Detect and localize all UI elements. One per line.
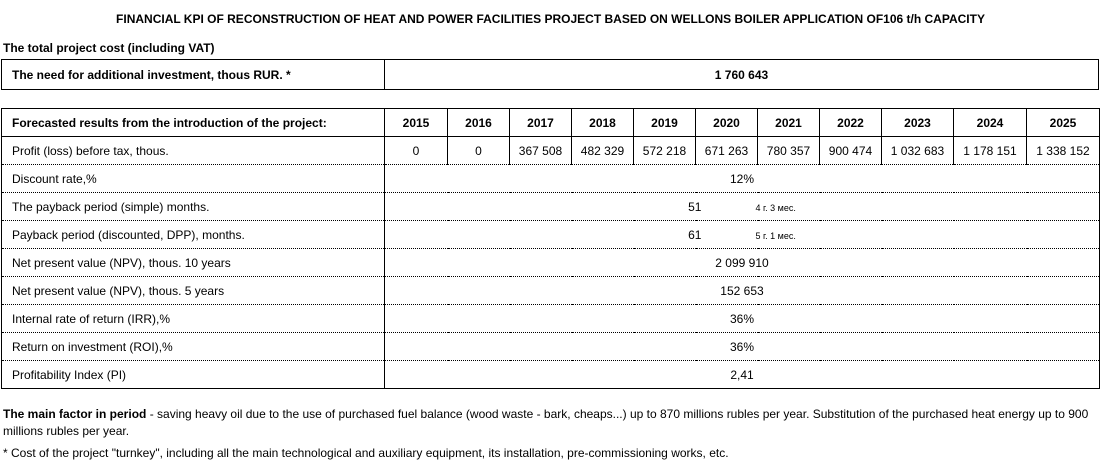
metric-label: Internal rate of return (IRR),% xyxy=(1,304,385,333)
profit-cell: 780 357 xyxy=(757,136,820,165)
profit-row: Profit (loss) before tax, thous. 0 0 367… xyxy=(1,136,1100,165)
investment-value: 1 760 643 xyxy=(384,59,1099,90)
metric-label: Net present value (NPV), thous. 10 years xyxy=(1,248,385,277)
section-subtitle: The total project cost (including VAT) xyxy=(3,41,215,55)
year-header: 2021 xyxy=(757,108,820,137)
metric-value: 36% xyxy=(384,332,1100,361)
investment-label: The need for additional investment, thou… xyxy=(1,59,385,90)
footnote: * Cost of the project "turnkey", includi… xyxy=(3,446,729,460)
kpi-table: Forecasted results from the introduction… xyxy=(1,108,1100,389)
profit-cell: 900 474 xyxy=(819,136,882,165)
metric-value: 2,41 xyxy=(384,360,1100,389)
metric-value: 51 xyxy=(688,199,702,214)
metric-label: The payback period (simple) months. xyxy=(1,192,385,221)
year-header: 2018 xyxy=(571,108,634,137)
profit-cell: 1 178 151 xyxy=(953,136,1027,165)
metric-label: Profitability Index (PI) xyxy=(1,360,385,389)
metric-value: 61 xyxy=(688,227,702,242)
investment-table: The need for additional investment, thou… xyxy=(1,59,1099,90)
metric-value: 2 099 910 xyxy=(384,248,1100,277)
year-header: 2015 xyxy=(384,108,448,137)
profit-label: Profit (loss) before tax, thous. xyxy=(1,136,385,165)
metric-label: Net present value (NPV), thous. 5 years xyxy=(1,276,385,305)
profit-cell: 0 xyxy=(384,136,448,165)
year-header: 2019 xyxy=(633,108,696,137)
profit-cell: 1 032 683 xyxy=(881,136,954,165)
year-header: 2024 xyxy=(953,108,1027,137)
metric-note: 4 г. 3 мес. xyxy=(755,202,796,213)
metric-value: 12% xyxy=(384,164,1100,193)
metric-value: 36% xyxy=(384,304,1100,333)
profit-cell: 482 329 xyxy=(571,136,634,165)
metric-value-cell: 61 5 г. 1 мес. xyxy=(384,220,1100,249)
investment-row: The need for additional investment, thou… xyxy=(1,59,1099,90)
metric-row-payback-simple: The payback period (simple) months. 51 4 … xyxy=(1,192,1100,221)
forecast-header: Forecasted results from the introduction… xyxy=(1,108,385,137)
metric-label: Return on investment (ROI),% xyxy=(1,332,385,361)
year-header: 2025 xyxy=(1026,108,1100,137)
metric-label: Discount rate,% xyxy=(1,164,385,193)
profit-cell: 671 263 xyxy=(695,136,758,165)
metric-row-npv-10: Net present value (NPV), thous. 10 years… xyxy=(1,248,1100,277)
metric-row-pi: Profitability Index (PI) 2,41 xyxy=(1,360,1100,389)
year-header: 2022 xyxy=(819,108,882,137)
year-header: 2017 xyxy=(509,108,572,137)
year-header: 2016 xyxy=(447,108,510,137)
metric-label: Payback period (discounted, DPP), months… xyxy=(1,220,385,249)
main-factor-text: - saving heavy oil due to the use of pur… xyxy=(3,407,1089,438)
profit-cell: 367 508 xyxy=(509,136,572,165)
profit-cell: 572 218 xyxy=(633,136,696,165)
metric-row-roi: Return on investment (ROI),% 36% xyxy=(1,332,1100,361)
metric-row-discount-rate: Discount rate,% 12% xyxy=(1,164,1100,193)
metric-value-cell: 51 4 г. 3 мес. xyxy=(384,192,1100,221)
year-header: 2023 xyxy=(881,108,954,137)
metric-row-payback-discounted: Payback period (discounted, DPP), months… xyxy=(1,220,1100,249)
page-title: FINANCIAL KPI OF RECONSTRUCTION OF HEAT … xyxy=(116,12,985,26)
profit-cell: 0 xyxy=(447,136,510,165)
metric-note: 5 г. 1 мес. xyxy=(755,230,796,241)
years-header-row: Forecasted results from the introduction… xyxy=(1,108,1100,137)
profit-cell: 1 338 152 xyxy=(1026,136,1100,165)
year-header: 2020 xyxy=(695,108,758,137)
main-factor-paragraph: The main factor in period - saving heavy… xyxy=(3,406,1098,440)
main-factor-lead: The main factor in period xyxy=(3,407,147,421)
metric-value: 152 653 xyxy=(384,276,1100,305)
metric-row-npv-5: Net present value (NPV), thous. 5 years … xyxy=(1,276,1100,305)
metric-row-irr: Internal rate of return (IRR),% 36% xyxy=(1,304,1100,333)
